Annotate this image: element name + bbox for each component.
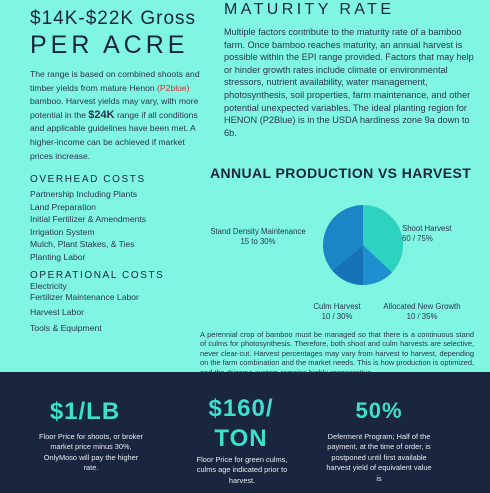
price-culms-text: Floor Price for green culms, culms age i… xyxy=(196,455,288,485)
price-culms: $160/ TON xyxy=(208,395,274,452)
list-item: Fertilizer Maintenance Labor xyxy=(30,292,139,302)
overhead-costs-list: Partnership Including Plants Land Prepar… xyxy=(30,188,146,264)
slice-label-name: Culm Harvest xyxy=(313,302,361,311)
operational-costs-heading: OPERATIONAL COSTS xyxy=(30,270,165,281)
pie-slice-allocated-new-growth xyxy=(363,245,393,285)
gross-title: $14K-$22K Gross xyxy=(30,8,197,29)
price-shoots: $1/LB xyxy=(49,398,121,425)
maturity-rate-title: MATURITY RATE xyxy=(224,1,395,18)
list-item: Electricity xyxy=(30,281,67,291)
pricing-footer: $1/LB Floor Price for shoots, or broker … xyxy=(0,372,490,493)
list-item: Partnership Including Plants xyxy=(30,189,138,199)
slice-label-name: Stand Density Maintenance xyxy=(210,227,306,236)
range-highlight: $24K xyxy=(88,108,115,121)
deferment-text: Deferment Program; Half of the payment, … xyxy=(326,432,432,483)
list-item: Mulch, Plant Stakes, & Ties xyxy=(30,239,135,250)
pie-slice-stand-density-maintenance xyxy=(323,205,363,271)
per-acre-heading: PER ACRE xyxy=(30,31,189,59)
list-item: Initial Fertilizer & Amendments xyxy=(30,214,147,225)
list-item: Planting Labor xyxy=(30,251,86,262)
pie-label-shoot-harvest: Shoot Harvest 60 / 75% xyxy=(402,224,472,244)
list-item: Land Preparation xyxy=(30,201,96,212)
range-variety: (P2blue) xyxy=(157,82,190,93)
perennial-crop-text: A perennial crop of bamboo must be manag… xyxy=(200,330,474,377)
slice-label-range: 10 / 35% xyxy=(406,312,438,321)
slice-label-range: 15 to 30% xyxy=(240,237,276,246)
pie-slice-culm-harvest xyxy=(332,245,363,285)
pie-slice-shoot-harvest xyxy=(363,205,403,273)
overhead-costs-heading: OVERHEAD COSTS xyxy=(30,174,146,185)
slice-label-name: Shoot Harvest xyxy=(402,224,452,233)
list-item: Irrigation System xyxy=(30,226,95,237)
annual-production-title: ANNUAL PRODUCTION VS HARVEST xyxy=(210,165,472,181)
pie-label-stand-density: Stand Density Maintenance 15 to 30% xyxy=(208,227,308,247)
slice-label-range: 10 / 30% xyxy=(321,312,353,321)
list-item: Tools & Equipment xyxy=(30,322,102,333)
range-text-part1: The range is based on combined shoots an… xyxy=(30,69,200,93)
operational-costs-list: Electricity Fertilizer Maintenance Labor… xyxy=(30,281,139,334)
range-text-part3: range if all conditions and applicable g… xyxy=(30,109,198,161)
slice-label-name: Allocated New Growth xyxy=(383,302,461,311)
production-pie-chart xyxy=(323,205,403,285)
list-item: Harvest Labor xyxy=(30,307,84,317)
range-description: The range is based on combined shoots an… xyxy=(30,68,208,163)
deferment-percent: 50% xyxy=(355,398,403,423)
maturity-rate-text: Multiple factors contribute to the matur… xyxy=(224,27,474,138)
pie-label-culm-harvest: Culm Harvest 10 / 30% xyxy=(305,302,369,322)
slice-label-range: 60 / 75% xyxy=(402,234,433,243)
pie-label-allocated-growth: Allocated New Growth 10 / 35% xyxy=(372,302,472,322)
range-text-part2: bamboo. Harvest yields may vary, with mo… xyxy=(30,96,199,120)
price-shoots-text: Floor Price for shoots, or broker market… xyxy=(39,432,143,473)
